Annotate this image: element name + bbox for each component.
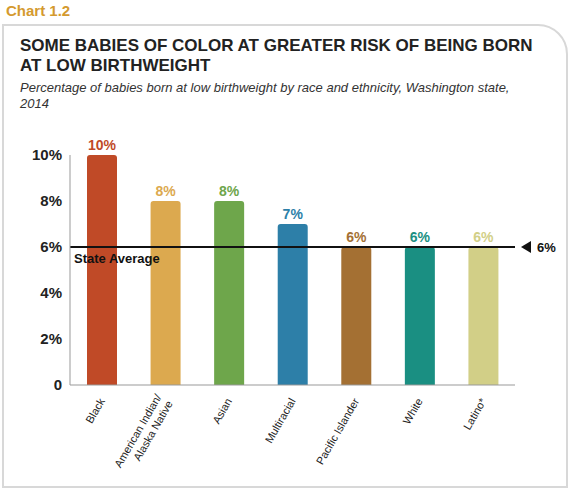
- svg-text:Latino*: Latino*: [461, 395, 489, 431]
- svg-text:State Average: State Average: [74, 251, 160, 266]
- svg-text:Black: Black: [83, 396, 107, 426]
- svg-text:6%: 6%: [410, 229, 431, 245]
- svg-text:7%: 7%: [283, 206, 304, 222]
- svg-text:6%: 6%: [346, 229, 367, 245]
- svg-text:10%: 10%: [88, 137, 117, 153]
- html-text:Percentage of babies born at l: Percentage of babies born at low birthwe…: [20, 80, 510, 111]
- svg-text:6%: 6%: [537, 240, 556, 255]
- svg-text:White: White: [400, 396, 424, 426]
- svg-text:2%: 2%: [40, 330, 62, 347]
- svg-text:8%: 8%: [40, 192, 62, 209]
- svg-text:4%: 4%: [40, 284, 62, 301]
- svg-text:Multiracial: Multiracial: [263, 396, 298, 445]
- svg-text:8%: 8%: [155, 183, 176, 199]
- svg-text:8%: 8%: [219, 183, 240, 199]
- svg-text:6%: 6%: [473, 229, 494, 245]
- html-text:SOME BABIES OF COLOR AT GREATE: SOME BABIES OF COLOR AT GREATER RISK OF …: [20, 36, 533, 75]
- svg-text:10%: 10%: [32, 146, 62, 163]
- svg-text:Pacific Islander: Pacific Islander: [314, 396, 362, 467]
- svg-text:6%: 6%: [40, 238, 62, 255]
- svg-text:Asian: Asian: [210, 396, 234, 426]
- svg-text:American Indian/Alaska Native: American Indian/Alaska Native: [112, 391, 175, 476]
- html-text:Chart 1.2: Chart 1.2: [6, 2, 71, 19]
- svg-text:0: 0: [54, 376, 62, 393]
